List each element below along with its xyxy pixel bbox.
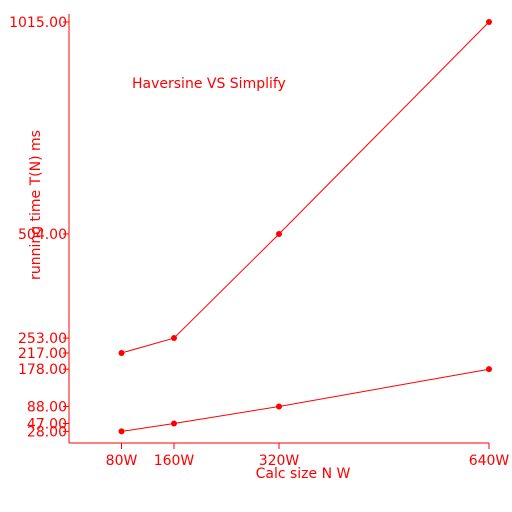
- y-tick-label-3: 178.00: [18, 362, 67, 378]
- x-tick-label-3: 640W: [469, 453, 510, 469]
- series-1-point-2: [276, 403, 282, 410]
- x-axis-label: Calc size N W: [256, 466, 351, 482]
- series-1-point-3: [486, 366, 492, 373]
- y-tick-label-7: 1015.00: [9, 15, 67, 31]
- series-1-point-0: [118, 428, 125, 435]
- series-group: [118, 19, 492, 435]
- y-tick-label-1: 47.00: [27, 417, 67, 433]
- x-tick-label-2: 320W: [259, 453, 300, 469]
- series-0-point-3: [486, 19, 492, 25]
- series-0-point-0: [118, 349, 125, 356]
- x-tick-label-0: 80W: [106, 453, 138, 469]
- series-1-line: [121, 368, 490, 432]
- y-tick-label-4: 217.00: [18, 346, 67, 362]
- series-0-point-1: [171, 335, 177, 342]
- series-1-point-1: [171, 420, 177, 427]
- y-tick-label-5: 253.00: [18, 331, 67, 347]
- y-tick-label-6: 504.00: [18, 227, 67, 243]
- y-axis-label: running time T(N) ms: [28, 130, 44, 280]
- series-0-line: [121, 21, 490, 354]
- series-0-point-2: [276, 230, 282, 237]
- y-tick-label-0: 28.00: [27, 424, 67, 440]
- x-tick-label-1: 160W: [154, 453, 195, 469]
- y-tick-label-2: 88.00: [27, 399, 67, 415]
- chart-title: Haversine VS Simplify: [132, 76, 286, 92]
